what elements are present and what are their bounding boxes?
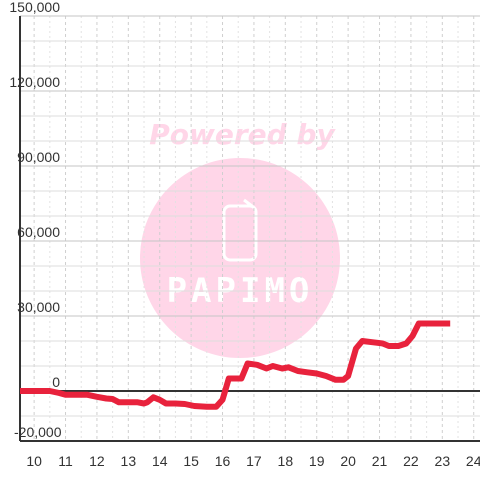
y-tick-label: 0 <box>52 374 60 390</box>
phone-icon <box>222 198 258 262</box>
x-tick-label: 20 <box>340 453 356 469</box>
watermark-logo-circle <box>140 158 340 358</box>
y-tick-label: -20,000 <box>14 424 62 440</box>
x-tick-label: 18 <box>278 453 294 469</box>
y-tick-label: 90,000 <box>17 149 60 165</box>
x-tick-label: 24 <box>466 453 480 469</box>
watermark-tagline: Powered by <box>149 118 336 151</box>
x-tick-label: 23 <box>435 453 451 469</box>
y-tick-label: 150,000 <box>9 0 60 15</box>
x-tick-label: 11 <box>58 453 73 469</box>
x-tick-label: 10 <box>26 453 42 469</box>
x-tick-label: 21 <box>372 453 388 469</box>
grid <box>20 15 480 442</box>
series-layer <box>20 320 451 410</box>
x-tick-label: 17 <box>246 453 262 469</box>
series-line <box>20 320 451 410</box>
x-tick-labels: 10 11 12 13 14 15 16 17 18 19 20 21 22 23 24 <box>26 453 480 469</box>
y-tick-label: 60,000 <box>17 224 60 240</box>
x-tick-label: 16 <box>215 453 231 469</box>
x-tick-label: 19 <box>309 453 325 469</box>
x-tick-label: 22 <box>403 453 419 469</box>
y-tick-labels: -20,000 0 30,000 60,000 90,000 120,000 150,000 <box>9 0 61 440</box>
x-tick-label: 12 <box>89 453 105 469</box>
x-tick-label: 15 <box>183 453 199 469</box>
y-tick-label: 120,000 <box>9 74 60 90</box>
x-tick-label: 14 <box>152 453 168 469</box>
axes <box>19 16 480 442</box>
y-tick-label: 30,000 <box>17 299 60 315</box>
x-tick-label: 13 <box>121 453 137 469</box>
